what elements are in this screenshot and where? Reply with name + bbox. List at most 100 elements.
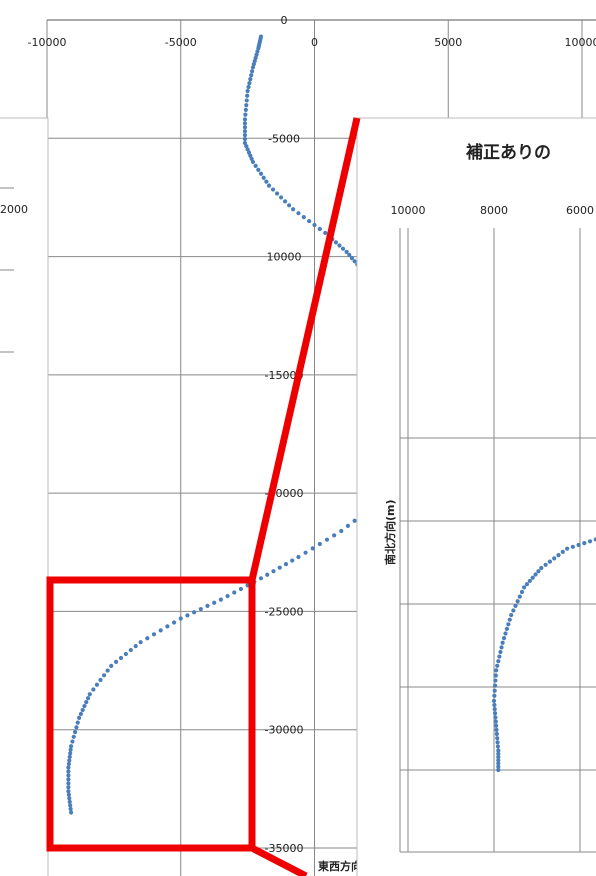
- main-data-point: [84, 700, 89, 705]
- main-data-point: [71, 734, 76, 739]
- main-data-point: [244, 103, 249, 108]
- main-data-point: [286, 203, 292, 208]
- main-data-point: [266, 183, 272, 188]
- main-data-point: [250, 159, 256, 165]
- left-chart-fragment: 2000: [0, 117, 49, 876]
- main-data-point: [247, 80, 252, 86]
- inset-data-point: [587, 539, 593, 544]
- main-y-tick-label: -35000: [265, 842, 304, 855]
- inset-data-point: [536, 569, 541, 574]
- inset-data-point: [492, 702, 497, 708]
- main-data-point: [75, 720, 80, 725]
- main-data-point: [242, 117, 248, 122]
- inset-data-point: [503, 631, 508, 636]
- main-data-point: [242, 121, 248, 126]
- inset-data-point: [492, 693, 497, 698]
- inset-data-point: [552, 556, 557, 561]
- main-y-tick-label: -30000: [265, 724, 304, 737]
- inset-data-point: [496, 761, 501, 766]
- main-data-point: [296, 554, 301, 560]
- inset-data-point: [582, 541, 587, 546]
- main-data-point: [255, 49, 260, 54]
- main-data-point: [246, 84, 251, 90]
- main-data-point: [253, 163, 258, 168]
- main-data-point: [248, 77, 253, 82]
- main-data-point: [332, 533, 337, 538]
- inset-data-point: [496, 751, 501, 756]
- main-x-tick-label: 5000: [434, 36, 462, 49]
- main-x-tick-labels: -10000 -5000 0 5000 10000: [28, 36, 596, 49]
- main-y-tick-label: 0: [281, 14, 288, 27]
- main-data-point: [94, 682, 100, 687]
- inset-x-tick-label: 6000: [566, 204, 594, 217]
- inset-data-point: [491, 698, 497, 703]
- main-data-point: [133, 644, 138, 649]
- main-data-point: [123, 651, 129, 657]
- main-y-tick-label: -5000: [268, 132, 300, 145]
- inset-chart-border: [356, 117, 596, 876]
- main-data-point: [192, 610, 197, 615]
- main-x-tick-label: 10000: [565, 36, 596, 49]
- inset-series-points: [491, 537, 596, 773]
- main-data-point: [251, 62, 256, 67]
- main-data-point: [317, 226, 322, 232]
- inset-data-point: [565, 546, 570, 551]
- main-data-point: [185, 613, 190, 618]
- main-data-point: [68, 806, 73, 812]
- left-x-tick-label: 2000: [0, 203, 28, 216]
- main-data-point: [242, 140, 248, 146]
- inset-data-point: [498, 649, 503, 655]
- inset-data-point: [496, 754, 501, 760]
- main-data-point: [282, 199, 288, 204]
- main-data-point: [264, 179, 269, 184]
- main-data-point: [66, 769, 71, 774]
- main-data-point: [70, 739, 75, 744]
- main-data-point: [66, 765, 71, 770]
- main-data-point: [82, 703, 87, 709]
- main-data-point: [80, 707, 85, 713]
- main-data-point: [66, 773, 71, 778]
- main-data-point: [245, 147, 250, 152]
- inset-data-point: [496, 764, 501, 769]
- main-data-point: [296, 211, 301, 216]
- inset-data-point: [492, 711, 498, 716]
- main-data-point: [232, 590, 237, 595]
- inset-data-point: [519, 589, 525, 595]
- main-data-point: [258, 171, 264, 176]
- inset-data-point: [504, 626, 509, 632]
- main-data-point: [98, 677, 103, 683]
- main-data-point: [178, 616, 183, 621]
- main-data-point: [114, 659, 119, 664]
- main-data-point: [333, 240, 338, 245]
- main-y-tick-label: -25000: [265, 605, 304, 618]
- inset-data-point: [513, 603, 518, 608]
- main-data-point: [165, 624, 170, 629]
- zoom-connector-line: [248, 117, 361, 581]
- main-data-point: [68, 744, 74, 749]
- inset-data-point: [500, 640, 505, 645]
- inset-data-point: [494, 723, 499, 728]
- main-data-point: [278, 195, 284, 200]
- main-data-point: [337, 243, 342, 248]
- zoom-connector-line: [250, 844, 308, 876]
- main-data-point: [244, 98, 249, 103]
- main-data-point: [301, 215, 306, 220]
- main-data-point: [66, 761, 71, 767]
- main-data-point: [198, 606, 203, 612]
- main-data-point: [91, 687, 96, 692]
- main-data-point: [256, 46, 261, 51]
- inset-data-point: [495, 744, 501, 749]
- inset-data-point: [495, 736, 500, 741]
- main-data-point: [248, 153, 253, 158]
- main-data-point: [72, 729, 78, 735]
- main-data-point: [66, 792, 71, 797]
- main-data-point: [352, 518, 357, 523]
- main-data-point: [245, 93, 250, 98]
- main-data-point: [246, 150, 252, 155]
- main-data-point: [238, 586, 244, 592]
- inset-data-point: [515, 599, 520, 604]
- main-data-point: [347, 252, 352, 258]
- inset-data-point: [494, 731, 499, 737]
- inset-data-point: [539, 565, 544, 571]
